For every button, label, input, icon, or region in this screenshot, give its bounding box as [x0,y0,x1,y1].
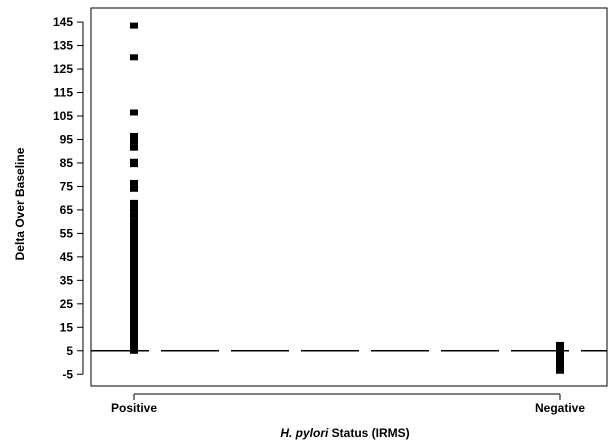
y-tick-label: 45 [60,250,74,264]
y-tick-label: 145 [53,15,73,29]
y-axis: -5 5 15 25 35 45 55 65 75 85 95 105 115 125 135 145 [53,7,608,387]
y-tick-label: -5 [62,367,73,381]
y-tick-label: 115 [54,86,74,100]
data-point-positive [130,251,138,258]
x-axis-title-rest: Status (IRMS) [328,426,409,440]
y-tick-label: 75 [60,179,74,193]
data-point-positive [130,336,138,343]
data-point-positive [130,218,138,225]
y-tick-label: 95 [60,132,74,146]
data-point-positive [130,312,138,319]
plot-frame [90,7,608,387]
data-point-positive [130,206,138,213]
data-points [130,22,564,374]
data-point-positive [130,317,138,324]
data-point-positive [130,22,138,29]
data-point-positive [130,289,138,296]
data-point-positive [130,275,138,281]
data-point-positive [130,284,138,291]
data-point-positive [130,54,138,61]
data-point-positive [130,298,138,305]
data-point-positive [130,265,138,272]
data-point-positive [130,235,138,242]
data-point-positive [130,228,138,235]
data-point-positive [130,132,138,139]
x-tick-label: Negative [535,401,585,415]
data-point-positive [130,293,138,300]
y-tick-label: 105 [53,109,73,123]
data-point-positive [130,321,138,328]
y-tick-label: 25 [60,297,74,311]
y-tick-label: 125 [53,62,73,76]
data-point-positive [130,185,138,192]
y-tick-label: 135 [53,39,73,53]
y-tick-label: 55 [60,226,74,240]
data-point-negative [556,367,564,374]
x-axis-title-italic: H. pylori [280,426,329,440]
y-tick-label: 5 [66,344,73,358]
data-point-positive [130,238,138,245]
data-point-positive [130,179,138,186]
data-point-positive [130,347,138,354]
data-point-positive [130,340,138,347]
x-axis-title: H. pylori Status (IRMS) [280,426,409,440]
y-tick-label: 85 [60,156,74,170]
data-point-positive [130,326,138,333]
data-point-positive [130,279,138,286]
data-point-positive [130,223,138,230]
data-point-positive [130,242,138,249]
data-point-positive [130,144,138,151]
data-point-positive [130,303,138,310]
data-point-positive [130,256,138,263]
data-point-positive [130,212,138,219]
data-point-positive [130,260,138,267]
data-point-positive [130,109,138,116]
y-axis-title: Delta Over Baseline [13,147,27,260]
y-tick-label: 15 [60,320,74,334]
data-point-positive [130,199,138,206]
data-point-positive [130,161,138,168]
y-tick-label: 35 [60,273,74,287]
data-point-positive [130,331,138,338]
data-point-positive [130,231,138,238]
x-axis: Positive Negative [111,393,585,415]
data-point-positive [130,307,138,314]
x-tick-label: Positive [111,401,157,415]
data-point-positive [130,246,138,253]
data-point-positive [130,138,138,145]
data-point-positive [130,270,138,277]
y-tick-label: 65 [60,203,74,217]
